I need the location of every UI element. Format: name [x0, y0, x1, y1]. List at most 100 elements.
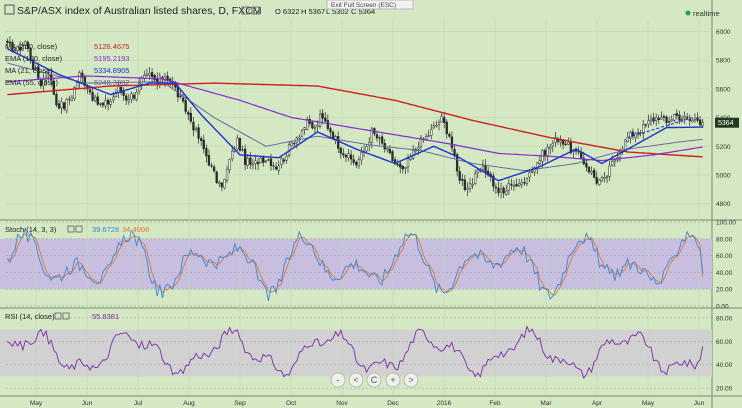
candle-body: [471, 183, 474, 186]
candle-body: [267, 159, 270, 161]
candle-body: [404, 167, 407, 169]
ma21-line: [6, 48, 703, 182]
x-tick-label: Jun: [82, 400, 93, 407]
reset-view-button[interactable]: C: [366, 372, 382, 388]
candle-body: [106, 99, 110, 105]
candle-body: [507, 183, 510, 191]
scroll-right-button[interactable]: >: [403, 372, 419, 388]
rsi-label: RSI (14, close): [5, 312, 55, 321]
legend-ema55-value: 5248.3302: [94, 78, 129, 87]
zoom-out-button[interactable]: -: [330, 372, 346, 388]
ohlc-low: L 5302: [326, 7, 349, 16]
candle-body: [316, 124, 319, 128]
stoch-settings-icon[interactable]: [67, 225, 75, 233]
candle-body: [380, 136, 384, 144]
stoch-tick-label: 20.00: [716, 287, 733, 294]
candle-body: [401, 165, 404, 170]
candle-body: [624, 139, 627, 151]
stoch-visibility-icon[interactable]: [75, 225, 83, 233]
candle-body: [388, 149, 392, 154]
candle-body: [104, 100, 107, 107]
x-tick-label: Sep: [234, 400, 246, 407]
exit-fullscreen-button[interactable]: [326, 0, 414, 10]
chart-header: S&P/ASX index of Australian listed share…: [4, 0, 720, 18]
x-tick-label: Nov: [336, 400, 348, 407]
y-tick-label: 5800: [716, 58, 731, 65]
stoch-d-value: 34.4008: [122, 225, 149, 234]
candle-body: [652, 117, 655, 122]
candle-body: [608, 165, 611, 177]
candle-body: [264, 160, 267, 163]
candle-body: [324, 117, 327, 122]
candle-body: [386, 148, 389, 151]
candle-body: [349, 154, 353, 160]
candle-body: [96, 96, 99, 105]
candle-body: [34, 67, 37, 69]
rsi-visibility-icon[interactable]: [62, 312, 70, 320]
candle-body: [564, 143, 567, 146]
candle-body: [660, 116, 663, 120]
candle-body: [443, 117, 446, 124]
candle-body: [313, 127, 317, 129]
candle-body: [515, 184, 518, 187]
candle-body: [65, 99, 68, 111]
candle-body: [639, 132, 642, 134]
candle-body: [510, 183, 513, 186]
candle-body: [365, 146, 368, 152]
candle-body: [355, 162, 358, 166]
candle-body: [417, 147, 420, 150]
stoch-tick-label: 0.00: [716, 304, 729, 311]
candle-body: [148, 73, 151, 76]
candle-body: [463, 179, 467, 190]
ohlc-high: H 5367: [301, 7, 325, 16]
axis-labels: 48005000520054005600580060000.0020.0040.…: [30, 29, 736, 407]
candle-body: [357, 159, 361, 167]
candle-body: [300, 130, 304, 137]
candle-body: [254, 160, 257, 164]
candle-body: [114, 93, 118, 97]
realtime-label: realtime: [693, 9, 720, 18]
candle-body: [419, 137, 423, 147]
rsi-tick-label: 80.00: [716, 315, 733, 322]
x-tick-label: May: [30, 400, 43, 407]
candle-body: [246, 158, 249, 166]
candle-body: [686, 116, 689, 119]
indicator-legend: MA (200, close) 5126.4675 EMA (100, clos…: [5, 42, 129, 87]
stoch-k-line: [6, 227, 704, 301]
y-tick-label: 4800: [716, 201, 731, 208]
candle-body: [337, 136, 340, 149]
chevron-left-icon: <: [353, 375, 358, 385]
candle-body: [251, 163, 255, 166]
candle-body: [218, 182, 221, 185]
scroll-left-button[interactable]: <: [348, 372, 364, 388]
legend-ma21-value: 5334.8905: [94, 66, 129, 75]
candle-body: [37, 66, 40, 79]
candle-body: [26, 41, 30, 49]
candle-body: [476, 169, 479, 173]
visibility-icon[interactable]: [251, 6, 260, 15]
last-price-badge-text: 5364: [718, 120, 734, 127]
candle-body: [109, 101, 112, 105]
zoom-in-button[interactable]: +: [385, 372, 401, 388]
candle-body: [318, 114, 322, 127]
candle-body: [613, 159, 616, 162]
legend-ema100-value: 5195.2193: [94, 54, 129, 63]
realtime-dot-icon: [685, 10, 691, 16]
candle-body: [580, 152, 583, 159]
candle-body: [6, 40, 9, 43]
collapse-icon[interactable]: [4, 4, 15, 15]
candle-body: [225, 169, 229, 181]
candle-body: [130, 93, 133, 100]
candle-body: [629, 131, 632, 139]
rsi-legend: RSI (14, close) 55.8381: [5, 312, 119, 321]
candle-body: [530, 171, 534, 173]
rsi-settings-icon[interactable]: [54, 312, 62, 320]
candle-body: [298, 136, 301, 139]
candle-body: [238, 138, 242, 151]
settings-icon[interactable]: [241, 6, 250, 15]
candle-body: [83, 76, 86, 86]
candle-body: [427, 135, 430, 137]
y-tick-label: 5200: [716, 144, 731, 151]
candle-body: [179, 95, 182, 98]
legend-ema55-label: EMA (55, close): [5, 78, 58, 87]
